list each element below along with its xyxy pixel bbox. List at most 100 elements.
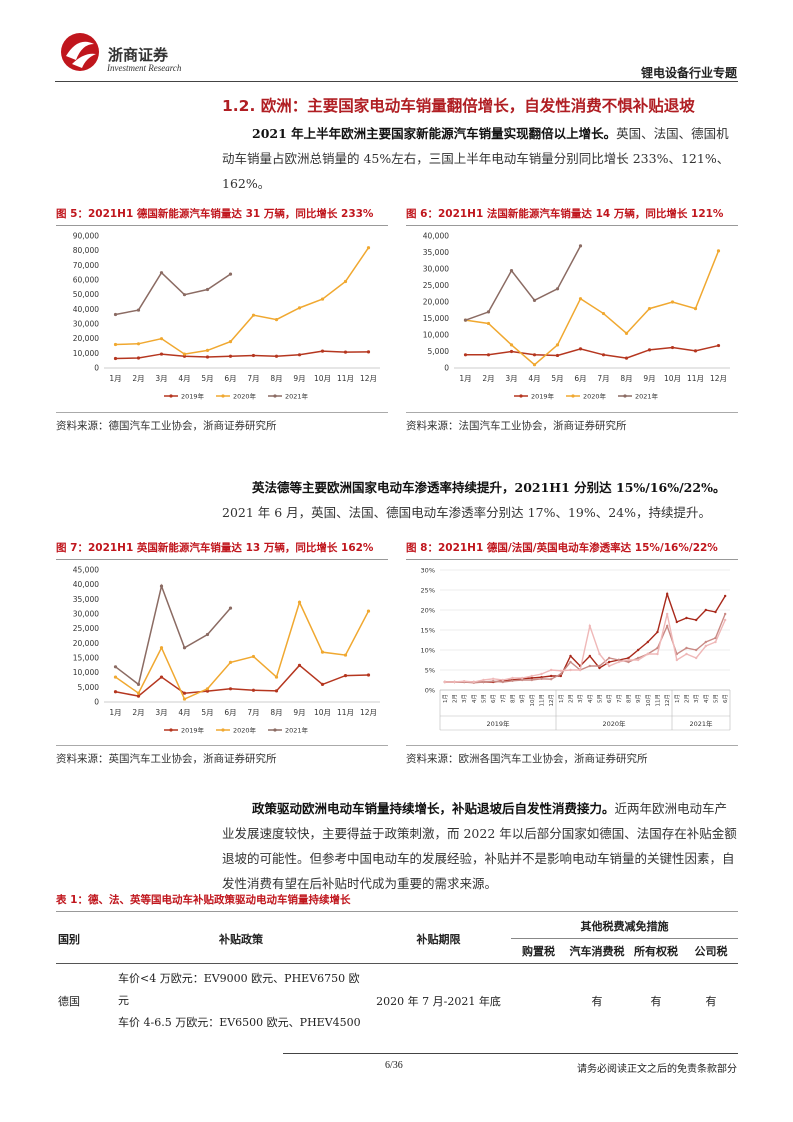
data-point — [569, 668, 572, 672]
table-cell: 德国 — [58, 995, 80, 1008]
data-point — [182, 354, 187, 358]
x-tick-label: 1月 — [558, 694, 565, 703]
figure-title: 图 6：2021H1 法国新能源汽车销量达 14 万辆，同比增长 121% — [406, 206, 738, 226]
data-point — [343, 674, 348, 678]
y-tick-label: 10,000 — [73, 668, 99, 677]
data-point — [136, 356, 141, 360]
x-tick-label: 12月 — [664, 694, 671, 707]
series-line — [444, 591, 726, 683]
legend-swatch — [273, 394, 277, 398]
data-point — [205, 287, 210, 292]
figure-title: 图 8：2021H1 德国/法国/英国电动车渗透率达 15%/16%/22% — [406, 540, 738, 560]
data-point — [647, 348, 652, 352]
x-tick-label: 11月 — [655, 694, 662, 707]
x-tick-label: 7月 — [500, 694, 507, 703]
data-point — [113, 342, 118, 347]
x-tick-label: 5月 — [551, 374, 563, 383]
x-tick-label: 2月 — [482, 374, 494, 383]
data-point — [685, 652, 688, 656]
x-tick-label: 1月 — [442, 694, 449, 703]
data-point — [159, 337, 164, 341]
x-tick-label: 1月 — [459, 374, 471, 383]
data-point — [297, 600, 302, 604]
data-point — [723, 612, 727, 616]
paragraph: 政策驱动欧洲电动车销量持续增长，补贴退坡后自发性消费接力。近两年欧洲电动车产业发… — [222, 796, 738, 896]
data-point — [159, 675, 164, 679]
data-point — [113, 690, 118, 694]
legend-swatch — [273, 728, 277, 732]
data-point — [274, 689, 279, 693]
y-tick-label: 40,000 — [73, 305, 99, 314]
data-point — [491, 680, 495, 683]
data-point — [113, 675, 118, 679]
data-point — [530, 678, 534, 682]
x-tick-label: 9月 — [635, 694, 642, 703]
legend-label: 2019年 — [181, 726, 205, 735]
x-tick-label: 7月 — [247, 374, 259, 383]
table-header: 国别 — [56, 914, 116, 964]
y-tick-label: 20,000 — [423, 298, 449, 307]
x-tick-label: 4月 — [528, 374, 540, 383]
data-point — [486, 353, 491, 357]
data-point — [704, 644, 708, 648]
y-tick-label: 15,000 — [73, 654, 99, 663]
data-point — [646, 640, 650, 644]
y-tick-label: 25% — [421, 587, 435, 595]
legend-swatch — [169, 728, 173, 732]
data-point — [251, 353, 256, 358]
figure-source: 资料来源：英国汽车工业协会，浙商证券研究所 — [56, 745, 388, 766]
series-line — [115, 600, 370, 701]
series-line — [115, 583, 232, 686]
table-subheader: 所有权税 — [628, 938, 684, 964]
figure-source: 资料来源：法国汽车工业协会，浙商证券研究所 — [406, 412, 738, 433]
section-title: 1.2. 欧洲：主要国家电动车销量翻倍增长，自发性消费不惧补贴退坡 — [222, 97, 695, 115]
y-tick-label: 50,000 — [73, 290, 99, 299]
data-point — [113, 312, 118, 317]
data-point — [205, 687, 210, 691]
data-point — [670, 345, 675, 350]
cell-line: 车价<4 万欧元：EV9000 欧元、PHEV6750 欧元 — [118, 972, 360, 1007]
x-tick-label: 10月 — [314, 708, 331, 717]
x-tick-label: 9月 — [293, 708, 305, 717]
x-tick-label: 6月 — [490, 694, 497, 703]
y-tick-label: 45,000 — [73, 566, 99, 575]
x-tick-label: 5月 — [481, 694, 488, 703]
data-point — [598, 666, 601, 670]
data-point — [569, 660, 572, 664]
y-tick-label: 30% — [421, 567, 435, 575]
data-point — [530, 676, 534, 680]
data-point — [588, 664, 592, 668]
data-point — [665, 592, 669, 596]
data-point — [520, 676, 524, 680]
data-point — [509, 349, 514, 354]
data-point — [113, 665, 118, 669]
x-tick-label: 3月 — [155, 708, 167, 717]
data-point — [532, 298, 537, 302]
data-point — [627, 660, 630, 664]
data-point — [182, 293, 187, 297]
x-tick-label: 7月 — [616, 694, 623, 703]
data-point — [482, 680, 485, 684]
data-point — [297, 306, 302, 310]
paragraph-text: 2021 年 6 月，英国、法国、德国电动车渗透率分别达 17%、19%、24%… — [222, 505, 712, 520]
y-tick-label: 40,000 — [423, 232, 449, 241]
data-point — [228, 354, 233, 358]
data-point — [646, 652, 650, 656]
data-point — [685, 616, 688, 620]
disclaimer: 请务必阅读正文之后的免责条款部分 — [577, 1064, 737, 1075]
data-point — [588, 654, 592, 658]
table-cell: 有 — [650, 995, 662, 1008]
data-point — [549, 668, 553, 672]
x-tick-label: 1月 — [109, 374, 121, 383]
x-tick-label: 5月 — [597, 694, 604, 703]
data-point — [636, 648, 640, 652]
data-point — [136, 682, 141, 686]
data-point — [569, 654, 572, 658]
data-point — [636, 656, 640, 660]
data-point — [159, 352, 164, 356]
data-point — [624, 331, 629, 335]
series-line — [444, 613, 726, 684]
data-point — [555, 353, 560, 358]
data-point — [559, 672, 563, 676]
y-tick-label: 20,000 — [73, 639, 99, 648]
